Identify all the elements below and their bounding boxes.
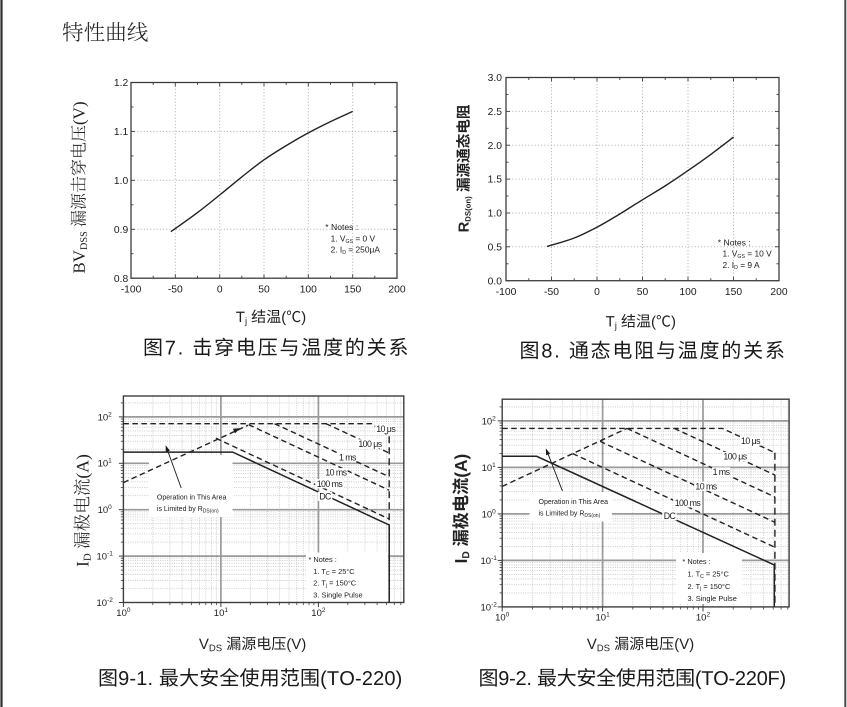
- svg-text:150: 150: [725, 287, 742, 298]
- svg-text:-50: -50: [168, 284, 183, 295]
- svg-text:* Notes :: * Notes :: [718, 237, 751, 247]
- svg-text:1.2: 1.2: [114, 78, 129, 89]
- svg-text:100: 100: [679, 287, 696, 298]
- svg-text:1.0: 1.0: [488, 209, 503, 220]
- svg-text:2.0: 2.0: [488, 141, 503, 152]
- svg-text:3.0: 3.0: [488, 73, 503, 84]
- svg-text:* Notes :: * Notes :: [309, 555, 337, 564]
- svg-text:10 ms: 10 ms: [325, 468, 347, 478]
- svg-text:0: 0: [594, 287, 600, 298]
- svg-text:2. Tj​ = 150°C: 2. Tj​ = 150°C: [313, 579, 356, 589]
- svg-text:1. TC​ = 25°C: 1. TC​ = 25°C: [313, 567, 355, 577]
- svg-text:1. VGS​ = 0 V: 1. VGS​ = 0 V: [331, 233, 376, 244]
- svg-text:100 μs: 100 μs: [358, 439, 382, 449]
- svg-text:100: 100: [300, 284, 317, 295]
- svg-text:10 ms: 10 ms: [695, 481, 717, 491]
- svg-text:0.8: 0.8: [114, 274, 129, 285]
- svg-text:1. TC​ = 25°C: 1. TC​ = 25°C: [688, 569, 730, 579]
- svg-text:0.5: 0.5: [488, 242, 503, 253]
- svg-text:1.0: 1.0: [114, 176, 129, 187]
- svg-text:* Notes :: * Notes :: [325, 222, 358, 232]
- svg-text:1 ms: 1 ms: [339, 453, 357, 463]
- svg-text:2. ID​ = 250μA: 2. ID​ = 250μA: [331, 245, 381, 256]
- svg-text:1.1: 1.1: [114, 127, 129, 138]
- svg-text:3. Single Pulse: 3. Single Pulse: [688, 594, 737, 603]
- svg-text:150: 150: [344, 284, 361, 295]
- svg-text:-50: -50: [544, 287, 559, 298]
- svg-text:1. VGS​ = 10 V: 1. VGS​ = 10 V: [723, 249, 773, 260]
- svg-text:1.5: 1.5: [488, 175, 503, 186]
- svg-text:Operation in This Area: Operation in This Area: [157, 495, 227, 502]
- svg-text:2. Tj​ = 150°C: 2. Tj​ = 150°C: [688, 582, 731, 592]
- svg-text:200: 200: [770, 287, 787, 298]
- svg-text:DC: DC: [664, 511, 677, 521]
- svg-text:50: 50: [258, 284, 270, 295]
- svg-text:1 ms: 1 ms: [713, 467, 731, 477]
- svg-text:-100: -100: [121, 284, 142, 295]
- svg-text:0.9: 0.9: [114, 225, 129, 236]
- svg-text:0.0: 0.0: [488, 276, 503, 287]
- svg-text:2.5: 2.5: [488, 107, 503, 118]
- svg-text:3. Single Pulse: 3. Single Pulse: [313, 590, 362, 599]
- svg-text:is Limited by RDS(on)​: is Limited by RDS(on)​: [539, 511, 601, 519]
- svg-text:Operation in This Area: Operation in This Area: [539, 499, 609, 506]
- svg-text:100 ms: 100 ms: [675, 498, 702, 508]
- svg-text:100 ms: 100 ms: [317, 479, 344, 489]
- svg-text:10 μs: 10 μs: [376, 424, 396, 434]
- svg-text:100 μs: 100 μs: [723, 452, 747, 462]
- svg-text:0: 0: [217, 284, 223, 295]
- svg-text:10 μs: 10 μs: [741, 436, 761, 446]
- svg-text:200: 200: [388, 284, 405, 295]
- svg-text:* Notes :: * Notes :: [682, 557, 710, 566]
- svg-text:-100: -100: [496, 287, 517, 298]
- svg-text:DC: DC: [319, 491, 332, 501]
- svg-text:2. ID​ = 9 A: 2. ID​ = 9 A: [723, 260, 760, 271]
- svg-text:is Limited by RDS(on)​: is Limited by RDS(on)​: [157, 506, 219, 514]
- svg-text:50: 50: [637, 287, 649, 298]
